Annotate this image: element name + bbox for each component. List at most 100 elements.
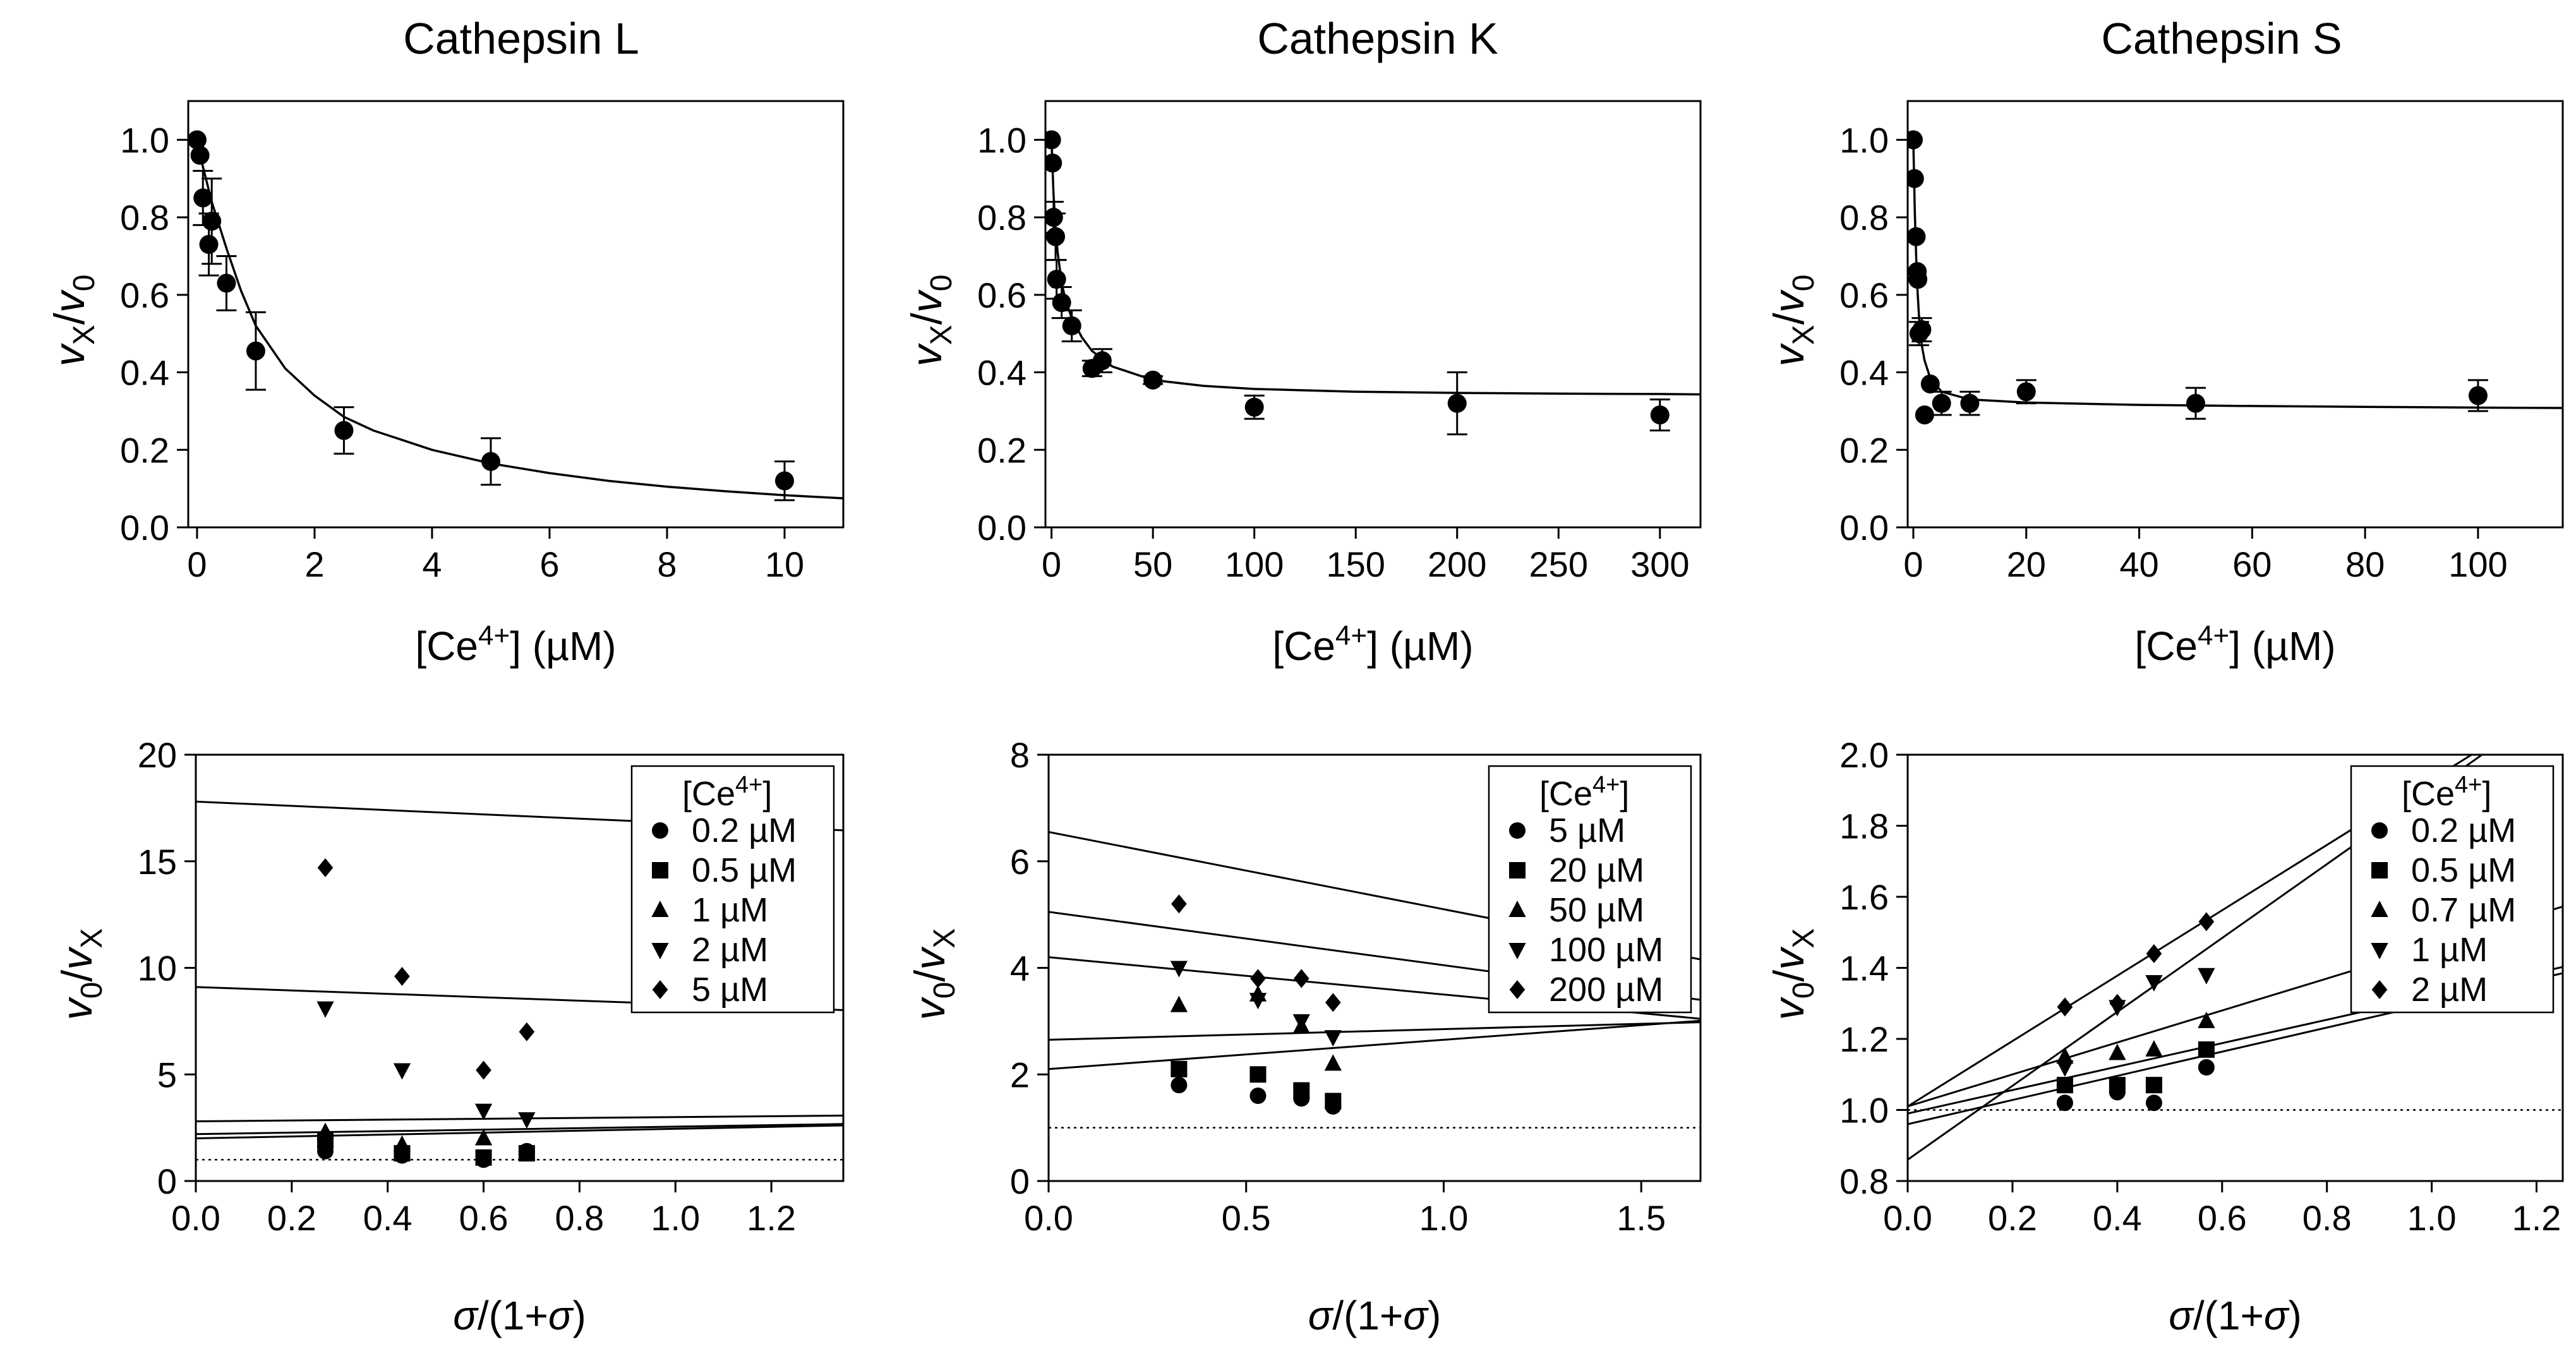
regression-line bbox=[196, 1114, 843, 1122]
data-point-circle bbox=[1171, 1077, 1188, 1094]
y-tick-label: 0.2 bbox=[1839, 430, 1889, 470]
data-point bbox=[1650, 405, 1670, 425]
data-point-triangle-up bbox=[393, 1135, 411, 1152]
data-point-triangle-down bbox=[2056, 1060, 2074, 1077]
x-axis-label: [Ce4+] (µM) bbox=[2134, 620, 2335, 669]
x-tick-label: 0.0 bbox=[1883, 1198, 1932, 1238]
panel-cathepsin-s-kinetics: 0 20 40 60 80 100 0.0 0.2 0.4 0.6 0.8 1.0 [Ce4+] (µM… bbox=[1765, 100, 2564, 669]
data-point bbox=[1908, 169, 1924, 188]
legend-title: [Ce4+] bbox=[2402, 772, 2491, 813]
x-tick-label: 0.8 bbox=[2302, 1198, 2352, 1238]
legend-box bbox=[630, 765, 835, 1014]
data-point bbox=[193, 188, 213, 208]
legend-entry-label: 0.2 µM bbox=[2411, 812, 2516, 849]
y-tick-label: 0.0 bbox=[977, 508, 1026, 548]
data-point bbox=[481, 452, 500, 471]
x-tick-label: 20 bbox=[2007, 544, 2046, 584]
data-point-square bbox=[1325, 1093, 1342, 1110]
legend-marker-triangle-down bbox=[651, 942, 669, 959]
data-point-square bbox=[475, 1149, 492, 1166]
x-tick-label: 2 bbox=[304, 544, 324, 584]
x-tick-label: 0 bbox=[1042, 544, 1061, 584]
data-point-square bbox=[2145, 1077, 2162, 1094]
x-tick-label: 80 bbox=[2345, 544, 2385, 584]
x-axis-label: [Ce4+] (µM) bbox=[1272, 620, 1473, 669]
legend-entry-label: 20 µM bbox=[1549, 851, 1644, 889]
plot-data-area bbox=[1908, 130, 2563, 425]
data-point bbox=[1092, 351, 1112, 371]
data-point-diamond bbox=[2109, 993, 2126, 1013]
data-point-triangle-down bbox=[316, 1001, 334, 1018]
legend-entry-label: 5 µM bbox=[692, 971, 768, 1009]
y-tick-label: 1.8 bbox=[1839, 806, 1889, 846]
legend-marker-diamond bbox=[652, 980, 668, 999]
legend-entry-label: 1 µM bbox=[692, 891, 768, 929]
y-tick-label: 20 bbox=[138, 735, 177, 775]
data-point-diamond bbox=[317, 858, 334, 877]
x-tick-label: 0.8 bbox=[555, 1198, 604, 1238]
x-tick-label: 1.2 bbox=[747, 1198, 796, 1238]
data-point-triangle-up bbox=[1324, 1054, 1342, 1071]
legend-box bbox=[2350, 765, 2555, 1014]
data-point bbox=[1908, 130, 1923, 150]
data-point-diamond bbox=[1250, 969, 1266, 988]
plot-data-area bbox=[1045, 130, 1700, 436]
data-point-circle bbox=[2198, 1059, 2215, 1076]
plot-data-area bbox=[188, 130, 843, 501]
fit-curve bbox=[196, 140, 843, 500]
data-point bbox=[188, 130, 207, 150]
data-point bbox=[2468, 386, 2488, 405]
legend-marker-square bbox=[652, 862, 668, 878]
x-tick-label: 8 bbox=[657, 544, 677, 584]
panel-cathepsin-s-linear: 0.0 0.2 0.4 0.6 0.8 1.0 1.2 0.8 1.0 1.2 1.4 1.6 1.8 2… bbox=[1765, 735, 2564, 1338]
data-point-diamond bbox=[2198, 912, 2215, 932]
y-tick-label: 1.0 bbox=[1839, 1091, 1889, 1130]
x-tick-label: 40 bbox=[2119, 544, 2158, 584]
legend-marker-square bbox=[2371, 862, 2388, 878]
x-tick-label: 0.6 bbox=[459, 1198, 509, 1238]
y-tick-label: 4 bbox=[1010, 949, 1030, 988]
x-tick-label: 250 bbox=[1529, 544, 1588, 584]
y-axis-label: vX/v0 bbox=[1765, 275, 1821, 367]
data-point-square bbox=[1293, 1082, 1310, 1099]
plot-frame bbox=[187, 100, 845, 529]
legend-entry-label: 50 µM bbox=[1549, 891, 1644, 929]
fit-curve bbox=[1912, 140, 2563, 409]
y-axis-label: v0/vX bbox=[1765, 928, 1821, 1021]
data-point bbox=[2186, 393, 2205, 413]
x-tick-label: 0 bbox=[1903, 544, 1923, 584]
x-tick-label: 1.5 bbox=[1616, 1198, 1666, 1238]
data-point bbox=[1047, 270, 1066, 289]
x-tick-label: 300 bbox=[1630, 544, 1689, 584]
x-tick-label: 0.2 bbox=[267, 1198, 316, 1238]
data-point-triangle-up bbox=[518, 1144, 536, 1161]
y-tick-label: 1.0 bbox=[1839, 120, 1889, 160]
legend: [Ce4+]0.2 µM0.5 µM1 µM2 µM5 µM bbox=[630, 765, 835, 1014]
y-tick-label: 0.0 bbox=[1839, 508, 1889, 548]
x-tick-label: 150 bbox=[1326, 544, 1385, 584]
x-tick-label: 50 bbox=[1133, 544, 1172, 584]
data-point-diamond bbox=[2146, 944, 2162, 963]
legend-entry-label: 0.5 µM bbox=[692, 851, 797, 889]
legend-box bbox=[1488, 765, 1692, 1014]
data-point-diamond bbox=[1171, 894, 1187, 914]
data-point bbox=[2016, 382, 2036, 402]
x-tick-label: 1.2 bbox=[2512, 1198, 2561, 1238]
x-tick-label: 0.0 bbox=[1024, 1198, 1073, 1238]
legend-marker-triangle-up bbox=[651, 901, 669, 918]
data-point-triangle-down bbox=[474, 1103, 493, 1120]
legend-marker-triangle-up bbox=[2371, 901, 2388, 918]
y-axis-label: v0/vX bbox=[906, 928, 961, 1021]
data-point-triangle-down bbox=[1324, 1030, 1342, 1047]
data-point-triangle-down bbox=[518, 1112, 536, 1129]
data-point bbox=[1143, 370, 1163, 390]
y-tick-label: 15 bbox=[138, 842, 177, 882]
data-point-square bbox=[1171, 1060, 1188, 1077]
y-axis-label: v0/vX bbox=[53, 928, 109, 1021]
data-point-triangle-up bbox=[2056, 1047, 2074, 1064]
y-axis-label: vX/v0 bbox=[45, 275, 101, 367]
x-tick-label: 1.0 bbox=[1419, 1198, 1469, 1238]
data-point bbox=[1960, 393, 1980, 413]
